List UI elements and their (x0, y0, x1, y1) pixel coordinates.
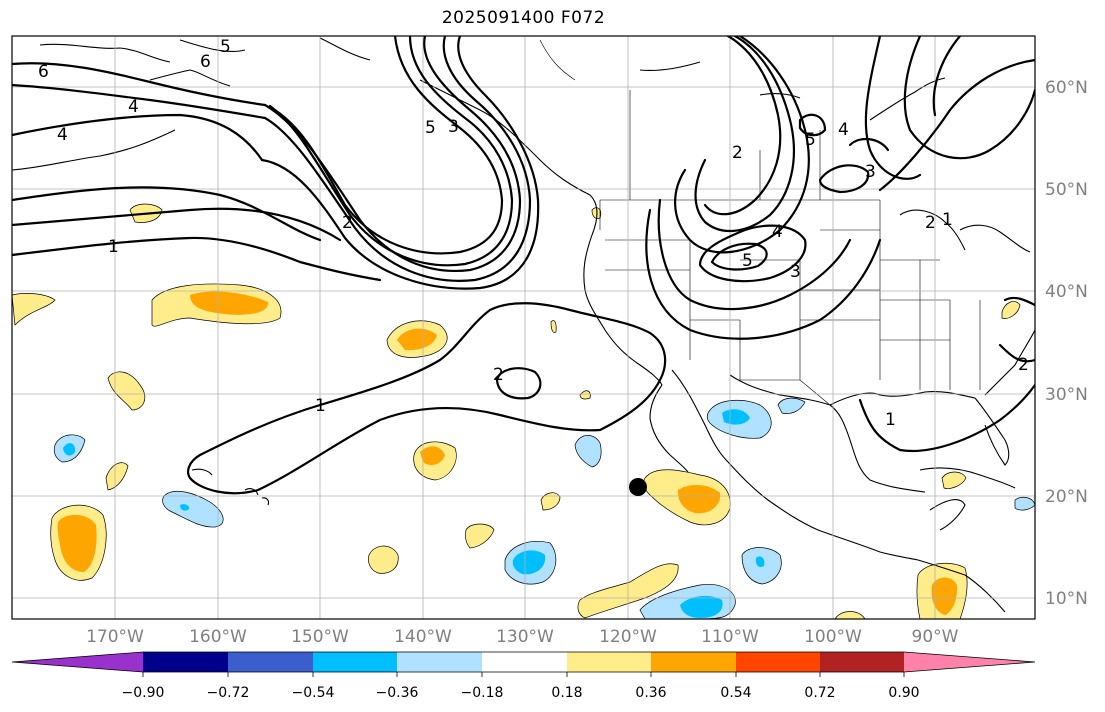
colorbar-segment (228, 652, 313, 672)
contour-label: 2 (342, 213, 353, 233)
lat-label: 40°N (1045, 282, 1088, 302)
lon-label: 90°W (912, 627, 959, 647)
contour-label: 5 (220, 37, 231, 57)
colorbar-tick-label: −0.36 (376, 685, 419, 701)
colorbar-tick-label: −0.54 (292, 685, 335, 701)
latitude-labels: 60°N 50°N 40°N 30°N 20°N 10°N (1045, 78, 1088, 609)
lat-label: 10°N (1045, 589, 1088, 609)
colorbar-segment (651, 652, 736, 672)
contour-label: 4 (128, 97, 139, 117)
lon-label: 140°W (394, 627, 452, 647)
gridlines (12, 36, 1035, 619)
contour-label: 5 (425, 118, 436, 138)
contour-label: 3 (865, 162, 876, 182)
contour-label-group: 6 5 6 4 4 2 1 5 3 2 5 4 3 5 4 3 2 1 2 1 … (38, 37, 1029, 430)
lon-label: 150°W (291, 627, 349, 647)
lon-label: 100°W (804, 627, 862, 647)
map-area (12, 36, 1035, 619)
colorbar-tick-label: −0.18 (461, 685, 504, 701)
contour-label: 4 (57, 125, 68, 145)
colorbar-segment (397, 652, 482, 672)
colorbar-tick-label: −0.72 (207, 685, 250, 701)
colorbar-segment (820, 652, 904, 672)
longitude-labels: 170°W 160°W 150°W 140°W 130°W 120°W 110°… (86, 627, 959, 647)
lat-label: 30°N (1045, 385, 1088, 405)
lon-label: 120°W (599, 627, 657, 647)
contour-label: 5 (742, 251, 753, 271)
contour-label: 1 (315, 396, 326, 416)
colorbar-tick-label: 0.90 (888, 685, 919, 701)
contour-label: 5 (805, 130, 816, 150)
lat-label: 60°N (1045, 78, 1088, 98)
lat-label: 50°N (1045, 180, 1088, 200)
contour-lines (12, 36, 1035, 495)
colorbar: −0.90 −0.72 −0.54 −0.36 −0.18 0.18 0.36 … (11, 651, 1036, 701)
contour-label: 3 (448, 117, 459, 137)
contour-label: 4 (838, 120, 849, 140)
contour-label: 6 (200, 52, 211, 72)
contour-label: 1 (885, 410, 896, 430)
lon-label: 110°W (701, 627, 759, 647)
contour-label: 3 (790, 262, 801, 282)
location-marker (629, 478, 647, 496)
colorbar-tick-label: 0.54 (720, 685, 751, 701)
lat-label: 20°N (1045, 487, 1088, 507)
contour-label: 6 (38, 62, 49, 82)
map-frame (11, 35, 1036, 620)
lon-label: 160°W (189, 627, 247, 647)
anomaly-fills (12, 203, 1035, 619)
colorbar-tick-label: −0.90 (122, 685, 165, 701)
contour-label: 4 (772, 222, 783, 242)
colorbar-extend-right (904, 652, 1035, 672)
contour-label: 2 (732, 143, 743, 163)
map-title: 2025091400 F072 (441, 8, 606, 28)
contour-label: 1 (108, 237, 119, 257)
colorbar-extend-left (12, 652, 143, 672)
colorbar-segment (567, 652, 651, 672)
colorbar-tick-label: 0.72 (804, 685, 835, 701)
contour-label: 2 (925, 213, 936, 233)
colorbar-segment (313, 652, 397, 672)
lon-label: 130°W (496, 627, 554, 647)
contour-label: 2 (493, 365, 504, 385)
colorbar-segment (736, 652, 820, 672)
contour-label: 2 (1018, 355, 1029, 375)
colorbar-tick-label: 0.18 (551, 685, 582, 701)
colorbar-segment (482, 652, 567, 672)
colorbar-tick-label: 0.36 (635, 685, 666, 701)
colorbar-segment (143, 652, 228, 672)
lon-label: 170°W (86, 627, 144, 647)
contour-label: 1 (942, 210, 953, 230)
